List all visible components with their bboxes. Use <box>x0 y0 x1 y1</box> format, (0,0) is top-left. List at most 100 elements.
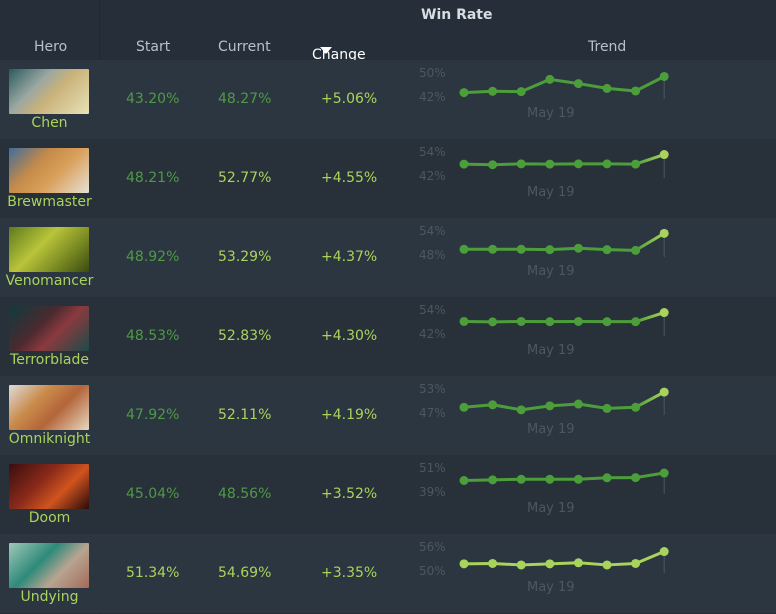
table-row-brewmaster[interactable]: Brewmaster 48.21% 52.77% +4.55% 54% 42% … <box>0 139 776 218</box>
data-point <box>631 159 641 169</box>
data-point <box>631 245 641 255</box>
sparkline-chart <box>459 150 669 178</box>
table-row-terrorblade[interactable]: Terrorblade 48.53% 52.83% +4.30% 54% 42%… <box>0 297 776 376</box>
hero-cell[interactable]: Undying <box>0 534 99 613</box>
trend-axis-low: 42% <box>419 169 446 183</box>
sparkline-chart <box>459 468 669 494</box>
trend-axis-high: 50% <box>419 66 446 80</box>
hero-portrait-venomancer[interactable] <box>9 227 89 272</box>
trend-axis-low: 50% <box>419 564 446 578</box>
hero-name[interactable]: Brewmaster <box>7 194 92 210</box>
group-header: Win Rate <box>0 0 776 31</box>
hero-cell[interactable]: Chen <box>0 60 99 139</box>
trend-axis-high: 53% <box>419 382 446 396</box>
data-point <box>631 402 641 412</box>
hero-name[interactable]: Doom <box>28 510 71 526</box>
sparkline-chart <box>459 308 669 336</box>
hero-portrait-doom[interactable] <box>9 464 89 509</box>
data-point <box>602 245 612 255</box>
trend-axis-low: 42% <box>419 90 446 104</box>
sparkline-chart <box>459 228 669 257</box>
data-point <box>545 317 555 327</box>
start-winrate: 47.92% <box>126 407 180 423</box>
data-point <box>545 401 555 411</box>
trend-sparkline[interactable]: 54% 42% May 19 <box>410 297 690 376</box>
trend-sparkline[interactable]: 53% 47% May 19 <box>410 376 690 455</box>
data-point <box>602 473 612 483</box>
trend-date-label: May 19 <box>527 264 575 279</box>
current-winrate: 52.77% <box>218 170 272 186</box>
table-row-undying[interactable]: Undying 51.34% 54.69% +3.35% 56% 50% May… <box>0 534 776 613</box>
hero-name[interactable]: Venomancer <box>5 273 94 289</box>
trend-date-label: May 19 <box>527 501 575 516</box>
data-point <box>631 86 641 96</box>
column-header-hero[interactable]: Hero <box>34 39 68 55</box>
current-winrate: 52.11% <box>218 407 272 423</box>
data-point <box>516 244 526 254</box>
table-row-chen[interactable]: Chen 43.20% 48.27% +5.06% 50% 42% May 19 <box>0 60 776 139</box>
trend-date-label: May 19 <box>527 580 575 595</box>
data-point <box>602 83 612 93</box>
data-point <box>659 547 669 557</box>
data-point <box>516 560 526 570</box>
trend-sparkline[interactable]: 54% 48% May 19 <box>410 218 690 297</box>
data-point <box>459 159 469 169</box>
table-row-doom[interactable]: Doom 45.04% 48.56% +3.52% 51% 39% May 19 <box>0 455 776 534</box>
start-winrate: 43.20% <box>126 91 180 107</box>
trend-sparkline[interactable]: 54% 42% May 19 <box>410 139 690 218</box>
trend-axis-high: 51% <box>419 461 446 475</box>
data-point <box>488 244 498 254</box>
winrate-change: +4.37% <box>321 249 378 265</box>
hero-cell[interactable]: Venomancer <box>0 218 99 297</box>
hero-portrait-chen[interactable] <box>9 69 89 114</box>
data-point <box>573 243 583 253</box>
data-point <box>488 475 498 485</box>
hero-cell[interactable]: Brewmaster <box>0 139 99 218</box>
data-point <box>516 316 526 326</box>
hero-name[interactable]: Chen <box>31 115 68 131</box>
column-header-current[interactable]: Current <box>218 39 271 55</box>
trend-axis-high: 56% <box>419 540 446 554</box>
hero-cell[interactable]: Doom <box>0 455 99 534</box>
trend-sparkline[interactable]: 56% 50% May 19 <box>410 534 690 613</box>
sort-descending-icon <box>320 47 332 54</box>
data-point <box>545 74 555 84</box>
data-point <box>659 387 669 397</box>
trend-date-label: May 19 <box>527 343 575 358</box>
data-point <box>659 228 669 238</box>
trend-axis-high: 54% <box>419 145 446 159</box>
hero-portrait-terrorblade[interactable] <box>9 306 89 351</box>
column-header-trend: Trend <box>588 39 627 55</box>
data-point <box>631 317 641 327</box>
column-header-row: Hero Start Current Change Trend <box>0 31 776 63</box>
hero-name[interactable]: Omniknight <box>8 431 91 447</box>
trend-sparkline[interactable]: 51% 39% May 19 <box>410 455 690 534</box>
data-point <box>516 87 526 97</box>
hero-cell[interactable]: Omniknight <box>0 376 99 455</box>
data-point <box>516 159 526 169</box>
table-row-omniknight[interactable]: Omniknight 47.92% 52.11% +4.19% 53% 47% … <box>0 376 776 455</box>
data-point <box>631 558 641 568</box>
trend-date-label: May 19 <box>527 185 575 200</box>
data-point <box>573 79 583 89</box>
trend-date-label: May 19 <box>527 422 575 437</box>
hero-name[interactable]: Undying <box>20 589 79 605</box>
data-point <box>488 160 498 170</box>
sparkline-chart <box>459 71 669 99</box>
sparkline-chart <box>459 387 669 415</box>
hero-cell[interactable]: Terrorblade <box>0 297 99 376</box>
hero-portrait-omniknight[interactable] <box>9 385 89 430</box>
current-winrate: 48.27% <box>218 91 272 107</box>
hero-name[interactable]: Terrorblade <box>10 352 89 368</box>
column-header-start[interactable]: Start <box>136 39 171 55</box>
table-row-venomancer[interactable]: Venomancer 48.92% 53.29% +4.37% 54% 48% … <box>0 218 776 297</box>
data-point <box>459 559 469 569</box>
trend-sparkline[interactable]: 50% 42% May 19 <box>410 60 690 139</box>
hero-portrait-brewmaster[interactable] <box>9 148 89 193</box>
data-point <box>659 308 669 318</box>
hero-portrait-undying[interactable] <box>9 543 89 588</box>
current-winrate: 54.69% <box>218 565 272 581</box>
start-winrate: 51.34% <box>126 565 180 581</box>
data-point <box>573 159 583 169</box>
